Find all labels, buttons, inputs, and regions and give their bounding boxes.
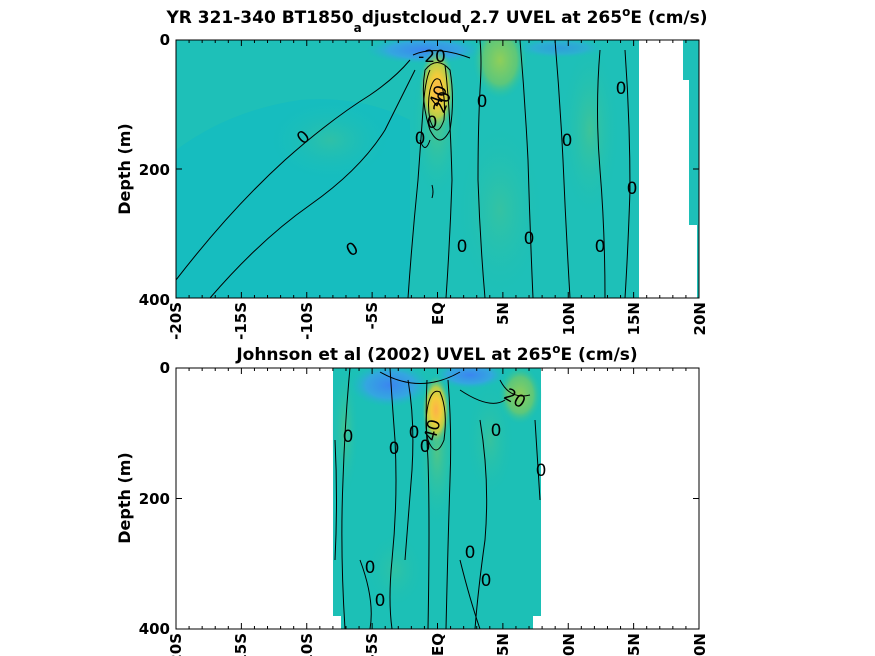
panel-2-field: 0 0 0 0 0 0 0 0 0 0 20 40	[331, 368, 547, 629]
contour-label: 0	[409, 423, 420, 443]
y-tick-label: 0	[160, 31, 170, 49]
contour-label: 0	[477, 92, 488, 112]
x-tick-label: -5S	[363, 633, 381, 656]
y-tick-label: 0	[160, 359, 170, 377]
panel-1-contours	[176, 40, 631, 298]
x-tick-label: EQ	[429, 302, 447, 325]
contour-label: 0	[616, 79, 627, 99]
contour-label: 0	[627, 179, 638, 199]
contour-label: -20	[418, 47, 446, 67]
y-tick-label: 200	[139, 490, 170, 508]
contour-label: 0	[365, 558, 376, 578]
x-tick-label: -10S	[298, 633, 316, 656]
contour-label: 0	[536, 461, 547, 481]
x-tick-label: 5N	[494, 633, 512, 656]
panel-2-title: Johnson et al (2002) UVEL at 265oE (cm/s…	[235, 342, 637, 365]
x-tick-label: 20N	[691, 302, 709, 335]
y-tick-label: 400	[139, 620, 170, 638]
x-tick-label: 5N	[494, 302, 512, 325]
x-tick-label: 15N	[625, 302, 643, 335]
panel-2-y-axis-label: Depth (m)	[115, 452, 134, 544]
panel-1: YR 321-340 BT1850adjustcloudv2.7 UVEL at…	[115, 5, 709, 340]
panel-2-y-ticks	[176, 367, 699, 630]
x-tick-label: 15N	[625, 633, 643, 656]
x-tick-label: EQ	[429, 633, 447, 656]
panel-1-y-axis-label: Depth (m)	[115, 123, 134, 215]
x-tick-label: -20S	[167, 633, 185, 656]
contour-label: 0	[491, 421, 502, 441]
panel-1-x-ticks	[175, 40, 700, 298]
contour-label: 0	[465, 543, 476, 563]
x-tick-label: -15S	[232, 302, 250, 340]
x-tick-label: 10N	[560, 633, 578, 656]
panel-1-x-tick-labels: -20S -15S -10S -5S EQ 5N 10N 15N 20N	[167, 302, 709, 340]
contour-label: 0	[595, 237, 606, 257]
contour-label: 0	[389, 439, 400, 459]
contour-label: 0	[427, 113, 438, 133]
contour-label: 0	[524, 229, 535, 249]
x-tick-label: -20S	[167, 302, 185, 340]
contour-label: 0	[420, 437, 431, 457]
panel-2: Johnson et al (2002) UVEL at 265oE (cm/s…	[115, 342, 709, 656]
contour-label: 0	[562, 131, 573, 151]
x-tick-label: 20N	[691, 633, 709, 656]
contour-label: 0	[457, 237, 468, 257]
panel-2-x-tick-labels: -20S -15S -10S -5S EQ 5N 10N 15N 20N	[167, 633, 709, 656]
x-tick-label: -15S	[232, 633, 250, 656]
contour-label: 0	[481, 571, 492, 591]
panel-1-y-ticks	[176, 39, 699, 299]
contour-label: 0	[343, 427, 354, 447]
panel-2-contours	[334, 368, 541, 629]
x-tick-label: -10S	[298, 302, 316, 340]
x-tick-label: 10N	[560, 302, 578, 335]
y-tick-label: 400	[139, 291, 170, 309]
panel-1-title: YR 321-340 BT1850adjustcloudv2.7 UVEL at…	[165, 5, 707, 35]
y-tick-label: 200	[139, 161, 170, 179]
panel-2-x-ticks	[175, 368, 700, 629]
contour-label: 0	[375, 591, 386, 611]
x-tick-label: -5S	[363, 302, 381, 329]
panel-1-field: -20 0 0 0 0 0 0 0 0 0 0 0 40 20	[176, 40, 699, 298]
contour-label: 0	[415, 129, 426, 149]
